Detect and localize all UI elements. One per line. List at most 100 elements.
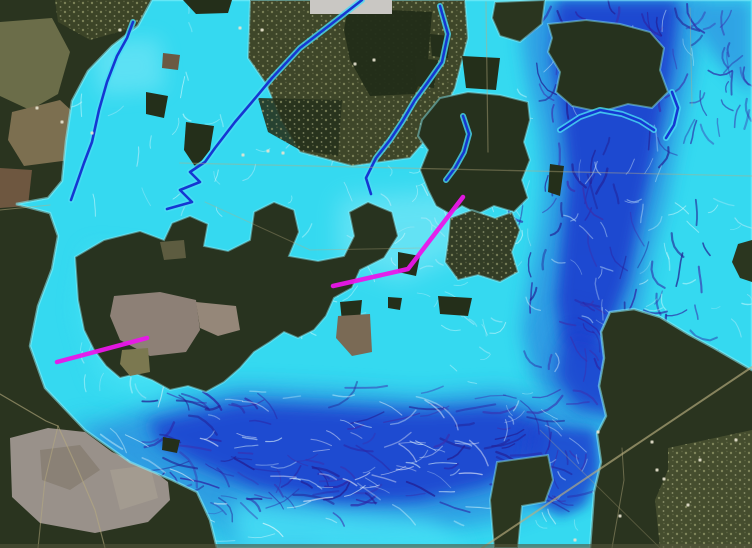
streamline (581, 315, 594, 324)
streamline (419, 445, 443, 459)
streamline (390, 257, 397, 266)
streamline (241, 400, 269, 412)
land-islands-layer (73, 0, 752, 548)
streamline (380, 465, 407, 476)
streamline (188, 21, 193, 33)
deep-bottom-band (148, 402, 545, 506)
streamline (405, 461, 421, 469)
islet (162, 53, 180, 70)
streamline (553, 478, 559, 490)
streamline (670, 232, 685, 258)
streamline (650, 260, 666, 289)
streamline (551, 104, 555, 123)
streamline (318, 472, 338, 481)
road-line (481, 366, 752, 548)
streamline (675, 252, 684, 288)
clearing-pale (160, 240, 186, 260)
streamline (672, 48, 678, 70)
streamline (542, 197, 557, 214)
streamline (574, 299, 601, 308)
archipelago-island-texture (445, 210, 520, 282)
streamline (287, 454, 309, 467)
streamline (689, 329, 718, 342)
streamline (480, 353, 491, 361)
streamline (527, 228, 532, 247)
streamline (601, 307, 604, 321)
streamline (541, 512, 547, 523)
streamline (474, 394, 507, 400)
streamline (582, 301, 596, 312)
streamline (602, 136, 611, 156)
streamline (449, 468, 460, 476)
streamline (428, 462, 458, 465)
streamline (141, 437, 160, 444)
streamline (549, 222, 563, 237)
islet-brown (336, 314, 372, 356)
building-dot (650, 440, 654, 444)
streamline (532, 388, 561, 399)
river-west (69, 20, 135, 202)
streamline (490, 317, 503, 323)
streamline (571, 163, 587, 189)
streamline (415, 440, 437, 451)
streamline (449, 364, 458, 372)
streamline (502, 394, 517, 399)
streamline (529, 282, 533, 314)
streamline (527, 252, 532, 278)
streamline (162, 456, 199, 470)
streamline (544, 424, 562, 437)
streamline (570, 259, 583, 275)
streamline (625, 158, 635, 175)
streamline (589, 349, 599, 362)
streamline (560, 201, 564, 218)
streamline (389, 409, 417, 426)
streamline (357, 482, 381, 501)
road-line (611, 447, 625, 548)
streamline (344, 485, 366, 497)
streamline (526, 394, 564, 415)
streamline (540, 409, 559, 420)
streamline (584, 173, 596, 205)
streamline (219, 471, 235, 477)
streamline (379, 401, 403, 416)
topleft-trees-texture (55, 0, 150, 40)
islet (184, 122, 214, 168)
streamline (504, 410, 525, 423)
streamline (501, 443, 516, 449)
streamline (483, 438, 510, 450)
streamline (707, 204, 719, 214)
streamline (270, 461, 297, 469)
top-island-small (492, 0, 545, 42)
streamline (574, 11, 587, 21)
streamline (443, 462, 459, 470)
clearing-gray-2 (196, 302, 240, 336)
streamline (392, 504, 416, 526)
streamline (179, 477, 220, 489)
building-dot (90, 131, 94, 135)
streamline (80, 93, 83, 118)
streamline (129, 376, 133, 394)
streamline (364, 492, 377, 505)
streamline (612, 183, 620, 205)
streamline (219, 114, 224, 128)
streamline (512, 230, 524, 245)
streamline (494, 428, 525, 440)
islet (162, 437, 180, 453)
streamline (468, 318, 478, 327)
streamline (725, 81, 730, 93)
streamline (644, 307, 664, 312)
streamline (682, 118, 696, 144)
streamline (686, 3, 706, 34)
streamline (230, 456, 253, 461)
corner-trees-texture (655, 430, 752, 548)
streamline (149, 135, 152, 149)
streamline (369, 485, 390, 494)
streamline (657, 146, 670, 169)
streamline (257, 392, 278, 420)
streamline (394, 232, 406, 245)
streamline (398, 443, 417, 463)
streamline (383, 431, 412, 448)
top-right-island-rim (546, 18, 670, 114)
streamline (541, 248, 547, 271)
